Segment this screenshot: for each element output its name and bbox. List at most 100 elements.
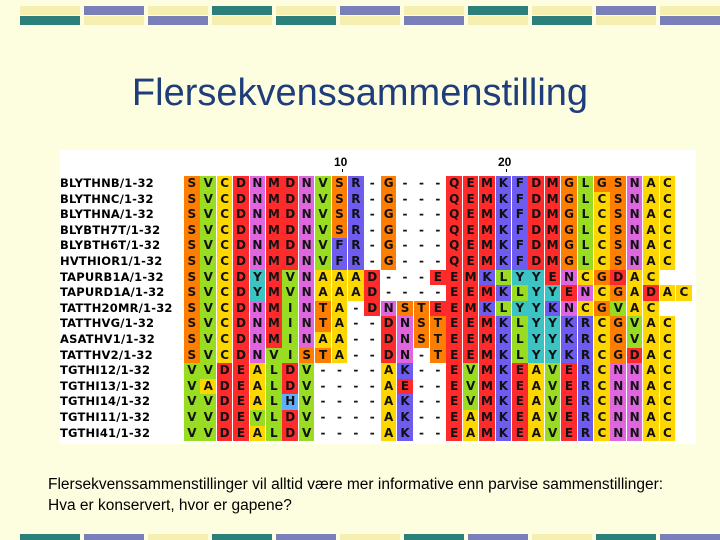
residue-cell: Y (528, 269, 545, 286)
residue-cell: E (446, 285, 463, 301)
residue-cell: G (561, 207, 577, 223)
residue-cell: L (577, 207, 594, 223)
residue-cell: - (397, 176, 413, 192)
residue-cell: G (610, 316, 627, 332)
residue-cell: C (659, 394, 676, 410)
residue-cell: R (577, 316, 594, 332)
residue-cell: C (643, 269, 659, 286)
residue-cell: V (544, 410, 561, 426)
residue-cell: R (348, 222, 364, 239)
residue-cell: - (364, 316, 381, 332)
residue-cell: S (184, 222, 200, 239)
residue-cell: A (528, 363, 545, 379)
residue-cell: Y (512, 300, 528, 317)
bottom-bar-block (596, 534, 656, 540)
residue-cell: C (216, 191, 233, 208)
residue-cell: D (380, 332, 397, 348)
residue-cell: - (397, 285, 413, 301)
residue-cell: - (331, 363, 348, 379)
residue-cell: E (446, 332, 463, 348)
residue-cell: K (561, 332, 577, 348)
residue-cell: - (430, 176, 446, 192)
residue-cell: E (561, 378, 577, 395)
bottom-bar-block (20, 534, 80, 540)
residue-cell: - (430, 394, 446, 410)
residue-cell: - (430, 191, 446, 208)
residue-cell: S (184, 347, 200, 364)
residue-cell: N (561, 269, 577, 286)
residue-cell: V (298, 363, 315, 379)
residue-cell: L (266, 378, 282, 395)
residue-cell: A (626, 285, 643, 301)
residue-cell: N (249, 332, 266, 348)
residue-cell: C (659, 238, 676, 254)
residue-cell: - (348, 332, 364, 348)
residue-cell: E (512, 378, 528, 395)
residue-cell: A (528, 394, 545, 410)
residue-cell: A (643, 347, 659, 364)
residue-cell: N (626, 176, 643, 192)
residue-cell: D (216, 425, 233, 442)
residue-cell: D (233, 332, 249, 348)
residue-cell: L (495, 300, 512, 317)
residue-cell: G (610, 347, 627, 364)
residue-cell: C (659, 222, 676, 239)
residue-cell: I (282, 332, 299, 348)
residue-cell: A (643, 207, 659, 223)
top-bar-block (468, 16, 528, 25)
residue-cell: V (200, 254, 217, 270)
residue-cell: Y (544, 316, 561, 332)
residue-cell: - (380, 269, 397, 286)
residue-cell: K (544, 300, 561, 317)
residue-cell: L (577, 191, 594, 208)
top-bar-block (532, 6, 592, 15)
residue-cell: V (462, 394, 479, 410)
residue-cell: G (380, 238, 397, 254)
residue-cell: V (200, 332, 217, 348)
residue-cell: - (348, 363, 364, 379)
residue-cell: V (315, 238, 331, 254)
residue-cell: N (298, 316, 315, 332)
residue-cell: K (495, 425, 512, 442)
residue-cell: N (249, 238, 266, 254)
residue-cell: E (233, 410, 249, 426)
residue-cell: M (479, 285, 495, 301)
residue-cell: A (331, 285, 348, 301)
residue-cell: S (413, 332, 430, 348)
residue-cell: D (364, 285, 381, 301)
residue-cell: G (610, 332, 627, 348)
residue-cell: A (331, 300, 348, 317)
residue-cell: G (561, 176, 577, 192)
residue-cell: D (528, 207, 545, 223)
residue-cell: G (561, 254, 577, 270)
residue-cell: S (184, 254, 200, 270)
residue-cell: - (430, 207, 446, 223)
top-bar-block (340, 6, 400, 15)
residue-cell: M (479, 222, 495, 239)
residue-cell: N (610, 410, 627, 426)
residue-cell: Q (446, 191, 463, 208)
residue-cell: V (200, 425, 217, 442)
residue-cell: R (577, 425, 594, 442)
residue-cell: N (626, 363, 643, 379)
residue-cell: M (266, 222, 282, 239)
residue-cell: N (626, 207, 643, 223)
residue-cell: L (512, 347, 528, 364)
residue-cell: S (331, 176, 348, 192)
residue-cell: C (216, 176, 233, 192)
residue-cell: D (233, 176, 249, 192)
residue-cell: M (266, 207, 282, 223)
residue-cell: - (364, 347, 381, 364)
residue-cell: M (266, 254, 282, 270)
top-bar-block (148, 16, 208, 25)
residue-cell: F (512, 191, 528, 208)
residue-cell: L (266, 425, 282, 442)
residue-cell: G (380, 254, 397, 270)
residue-cell: C (594, 394, 610, 410)
residue-cell: S (413, 316, 430, 332)
residue-cell: C (659, 425, 676, 442)
residue-cell: M (266, 285, 282, 301)
residue-cell: A (528, 425, 545, 442)
residue-cell: V (315, 176, 331, 192)
sequence-name: TGTHI11/1-32 (60, 410, 151, 424)
